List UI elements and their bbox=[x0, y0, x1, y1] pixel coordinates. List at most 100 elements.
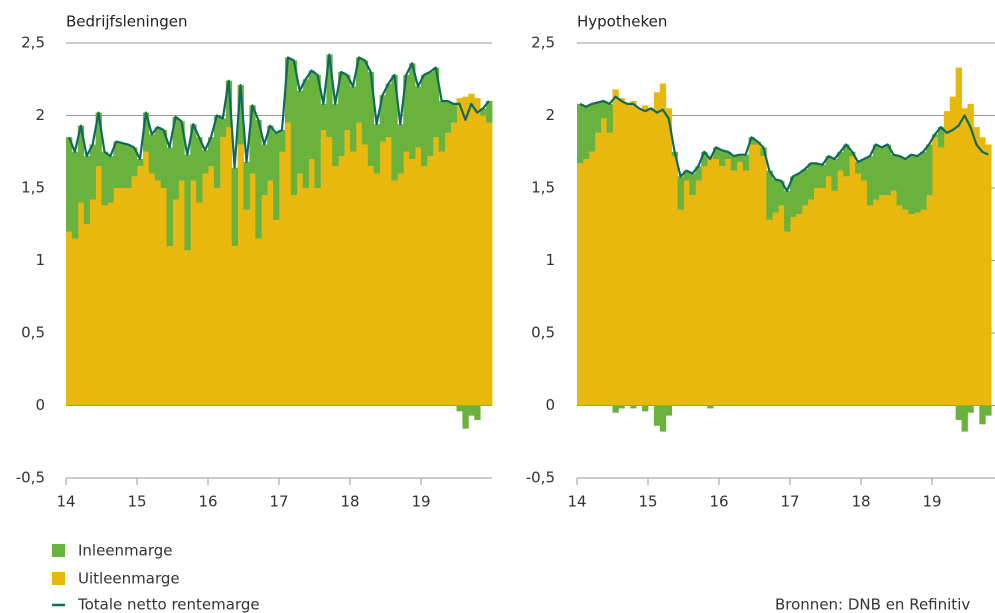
y-tick-label: 1,5 bbox=[531, 179, 555, 197]
legend-label: Totale netto rentemarge bbox=[77, 596, 260, 613]
bar-segment bbox=[890, 154, 897, 191]
bar-segment bbox=[468, 93, 475, 406]
bar-segment bbox=[736, 154, 744, 162]
bar-segment bbox=[249, 173, 256, 406]
bar-segment bbox=[630, 405, 637, 409]
bar-segment bbox=[588, 151, 596, 406]
bar-segment bbox=[588, 103, 596, 152]
bar-segment bbox=[284, 122, 292, 406]
bar-segment bbox=[955, 67, 962, 406]
bar-segment bbox=[902, 209, 909, 406]
bar-segment bbox=[577, 163, 584, 406]
bar-segment bbox=[403, 74, 410, 152]
bar-segment bbox=[754, 144, 761, 406]
bar-segment bbox=[160, 130, 167, 188]
bar-segment bbox=[231, 167, 238, 246]
bar-segment bbox=[884, 195, 891, 406]
bar-segment bbox=[255, 119, 262, 239]
bar-segment bbox=[148, 173, 156, 406]
bar-segment bbox=[937, 147, 945, 406]
bar-segment bbox=[766, 170, 773, 220]
bar-segment bbox=[95, 112, 102, 167]
bar-segment bbox=[878, 195, 886, 406]
bar-segment bbox=[391, 180, 398, 406]
bar-segment bbox=[884, 144, 891, 196]
bar-segment bbox=[642, 405, 649, 412]
bar-segment bbox=[843, 176, 850, 406]
bar-segment bbox=[486, 122, 493, 406]
bar-segment bbox=[707, 156, 714, 406]
bar-segment bbox=[403, 151, 410, 406]
bar-segment bbox=[594, 102, 602, 133]
bar-segment bbox=[71, 238, 79, 406]
x-tick-label: 18 bbox=[340, 493, 359, 511]
bar-segment bbox=[237, 85, 244, 145]
bar-segment bbox=[196, 202, 203, 406]
bar-segment bbox=[677, 209, 684, 406]
bar-segment bbox=[450, 103, 457, 123]
bar-segment bbox=[379, 141, 386, 406]
bar-segment bbox=[724, 159, 732, 406]
bar-segment bbox=[213, 188, 221, 406]
bar-segment bbox=[320, 130, 327, 406]
bar-segment bbox=[361, 60, 369, 145]
bar-segment bbox=[219, 137, 227, 406]
bar-segment bbox=[231, 246, 238, 406]
bar-segment bbox=[671, 156, 678, 406]
bar-segment bbox=[202, 173, 209, 406]
bar-segment bbox=[296, 173, 304, 406]
bar-segment bbox=[760, 156, 767, 406]
bar-segment bbox=[801, 169, 809, 206]
bar-segment bbox=[95, 166, 102, 406]
bar-segment bbox=[612, 405, 619, 413]
bar-segment bbox=[397, 124, 404, 174]
bar-segment bbox=[653, 405, 661, 426]
x-tick-label: 18 bbox=[851, 493, 870, 511]
bar-segment bbox=[350, 86, 357, 152]
bar-segment bbox=[279, 151, 286, 406]
bar-segment bbox=[190, 180, 197, 406]
bar-segment bbox=[409, 63, 416, 159]
bar-segment bbox=[178, 180, 185, 406]
x-tick-label: 19 bbox=[411, 493, 430, 511]
bar-segment bbox=[748, 144, 755, 406]
bar-segment bbox=[659, 405, 667, 432]
bar-segment bbox=[391, 74, 398, 181]
bar-segment bbox=[985, 144, 992, 406]
bar-segment bbox=[184, 154, 191, 251]
bar-segment bbox=[819, 164, 826, 188]
bar-segment bbox=[237, 144, 244, 406]
bar-segment bbox=[166, 246, 173, 406]
bar-segment bbox=[914, 156, 921, 213]
bar-segment bbox=[202, 150, 209, 174]
bar-segment bbox=[148, 134, 156, 174]
y-tick-label: -0,5 bbox=[16, 469, 45, 487]
y-tick-label: 0,5 bbox=[531, 324, 555, 342]
bar-segment bbox=[825, 156, 832, 177]
bar-segment bbox=[332, 166, 339, 406]
bar-segment bbox=[66, 137, 73, 232]
bar-segment bbox=[890, 190, 897, 406]
x-tick-label: 15 bbox=[638, 493, 657, 511]
bar-segment bbox=[101, 205, 108, 406]
bar-segment bbox=[943, 111, 951, 406]
bar-segment bbox=[748, 137, 755, 145]
bar-segment bbox=[462, 96, 469, 406]
bar-segment bbox=[160, 188, 167, 406]
bar-segment bbox=[350, 151, 357, 406]
bar-segment bbox=[653, 92, 661, 406]
bar-segment bbox=[624, 103, 631, 406]
bar-segment bbox=[577, 103, 584, 164]
bar-segment bbox=[855, 173, 862, 406]
bar-segment bbox=[438, 101, 446, 152]
y-tick-label: 1,5 bbox=[21, 179, 45, 197]
bar-segment bbox=[831, 159, 838, 191]
bar-segment bbox=[861, 159, 868, 181]
bar-segment bbox=[178, 121, 185, 181]
bar-segment bbox=[326, 137, 333, 406]
x-tick-label: 16 bbox=[709, 493, 728, 511]
bar-segment bbox=[113, 188, 120, 406]
bar-segment bbox=[480, 108, 487, 116]
bar-segment bbox=[113, 141, 120, 188]
